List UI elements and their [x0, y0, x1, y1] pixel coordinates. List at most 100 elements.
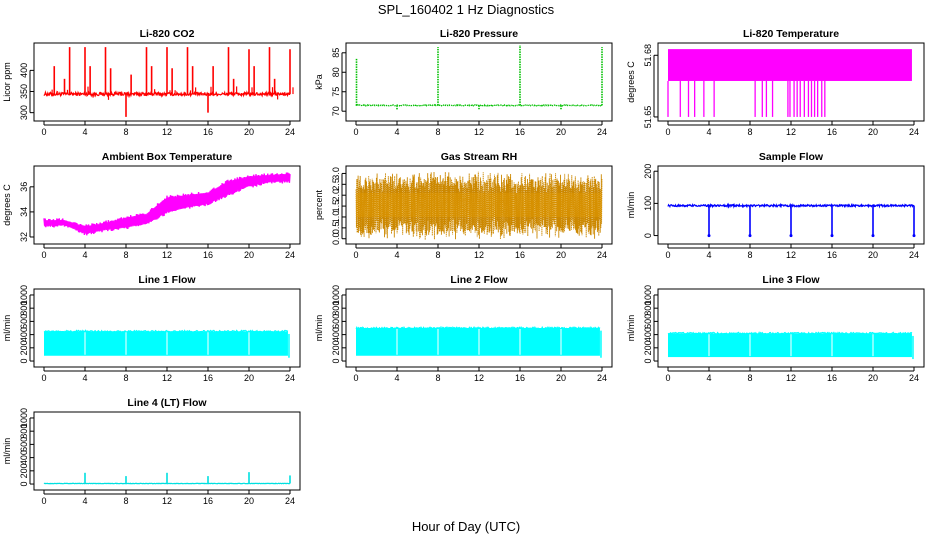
y-tick-label: 0.0	[331, 232, 341, 245]
x-tick-label: 24	[285, 496, 295, 506]
x-tick-label: 24	[285, 373, 295, 383]
y-tick-label: 800	[19, 301, 29, 316]
x-tick-label: 16	[827, 373, 837, 383]
x-tick-label: 12	[786, 250, 796, 260]
x-tick-label: 16	[515, 373, 525, 383]
x-tick-label: 24	[285, 127, 295, 137]
y-tick-label: 2.0	[331, 189, 341, 202]
y-tick-label: 85	[331, 48, 341, 58]
y-tick-label: 36	[19, 182, 29, 192]
x-tick-label: 12	[474, 250, 484, 260]
x-tick-label: 0	[665, 250, 670, 260]
panel-1: Li-820 Pressure kPa 0 4 8 12 16 20 24 70 75 80 85	[314, 28, 613, 137]
x-tick-label: 12	[786, 373, 796, 383]
x-tick-label: 20	[244, 127, 254, 137]
series-baseline	[667, 202, 915, 209]
x-tick-label: 4	[82, 127, 87, 137]
x-tick-label: 4	[706, 250, 711, 260]
x-tick-label: 20	[868, 127, 878, 137]
panel-title: Line 3 Flow	[762, 274, 820, 286]
x-tick-label: 8	[747, 250, 752, 260]
x-tick-label: 8	[747, 127, 752, 137]
x-tick-label: 0	[353, 250, 358, 260]
x-tick-label: 0	[41, 373, 46, 383]
x-tick-label: 0	[41, 496, 46, 506]
panel-8: Line 3 Flow ml/min 0 4 8 12 16 20 24 0 20040060080…	[626, 274, 925, 383]
y-axis-label: Licor ppm	[2, 62, 12, 102]
x-tick-label: 0	[41, 127, 46, 137]
x-tick-label: 20	[556, 250, 566, 260]
y-tick-label: 0	[19, 482, 29, 487]
series-point	[871, 234, 875, 238]
y-tick-label: 400	[19, 450, 29, 465]
x-tick-label: 8	[123, 373, 128, 383]
x-tick-label: 8	[435, 373, 440, 383]
panel-6: Line 1 Flow ml/min 0 4 8 12 16 20 24 0 20040060080…	[2, 274, 301, 383]
y-axis-label: degrees C	[626, 61, 636, 103]
x-tick-label: 20	[868, 250, 878, 260]
y-tick-label: 2.5	[331, 178, 341, 191]
series-point	[830, 234, 834, 238]
x-tick-label: 12	[162, 250, 172, 260]
y-axis-label: ml/min	[314, 315, 324, 342]
y-tick-label: 51.68	[643, 44, 653, 67]
y-tick-label: 200	[643, 164, 653, 179]
y-tick-label: 75	[331, 87, 341, 97]
series-band	[44, 173, 290, 234]
y-tick-label: 800	[19, 424, 29, 439]
y-axis-label: ml/min	[626, 192, 636, 219]
panel-4: Gas Stream RH percent 0 4 8 12 16 20 24 0.00.51.0…	[314, 151, 613, 260]
series-point	[707, 234, 711, 238]
x-tick-label: 24	[597, 250, 607, 260]
x-tick-label: 24	[597, 373, 607, 383]
series-band	[668, 333, 912, 358]
x-tick-label: 8	[123, 496, 128, 506]
x-tick-label: 24	[909, 250, 919, 260]
x-tick-label: 20	[244, 250, 254, 260]
x-tick-label: 16	[203, 496, 213, 506]
x-tick-label: 16	[203, 250, 213, 260]
x-tick-label: 20	[556, 373, 566, 383]
y-tick-label: 0	[643, 233, 653, 238]
x-tick-label: 12	[162, 373, 172, 383]
x-tick-label: 4	[82, 496, 87, 506]
y-tick-label: 0	[643, 359, 653, 364]
x-tick-label: 16	[515, 127, 525, 137]
series-core	[356, 193, 602, 217]
x-tick-label: 24	[909, 373, 919, 383]
panel-title: Line 1 Flow	[138, 274, 196, 286]
series-point	[912, 234, 916, 238]
y-tick-label: 1000	[19, 285, 29, 305]
panel-0: Li-820 CO2 Licor ppm 0 4 8 12 16 20 24 300 350 400	[2, 28, 301, 137]
x-tick-label: 16	[515, 250, 525, 260]
y-tick-label: 32	[19, 232, 29, 242]
x-tick-label: 4	[394, 373, 399, 383]
x-tick-label: 4	[706, 127, 711, 137]
x-tick-label: 4	[82, 373, 87, 383]
y-axis-label: ml/min	[2, 438, 12, 465]
panel-title: Li-820 Pressure	[440, 28, 518, 40]
series-points	[355, 171, 603, 240]
y-tick-label: 1000	[19, 408, 29, 428]
x-tick-label: 20	[244, 496, 254, 506]
y-tick-label: 0	[19, 359, 29, 364]
y-axis-label: degrees C	[2, 184, 12, 226]
y-tick-label: 300	[19, 105, 29, 120]
x-tick-label: 8	[435, 127, 440, 137]
x-tick-label: 4	[82, 250, 87, 260]
panel-title: Li-820 CO2	[140, 28, 195, 40]
y-tick-label: 200	[643, 340, 653, 355]
y-tick-label: 600	[19, 314, 29, 329]
y-tick-label: 350	[19, 84, 29, 99]
y-tick-label: 400	[331, 327, 341, 342]
series-upper-edge	[355, 325, 601, 331]
y-axis-label: ml/min	[2, 315, 12, 342]
x-tick-label: 24	[597, 127, 607, 137]
y-tick-label: 51.65	[643, 106, 653, 129]
panel-title: Line 4 (LT) Flow	[127, 397, 207, 409]
y-tick-label: 600	[643, 314, 653, 329]
y-tick-label: 3.0	[331, 167, 341, 180]
y-tick-label: 34	[19, 207, 29, 217]
x-tick-label: 24	[909, 127, 919, 137]
